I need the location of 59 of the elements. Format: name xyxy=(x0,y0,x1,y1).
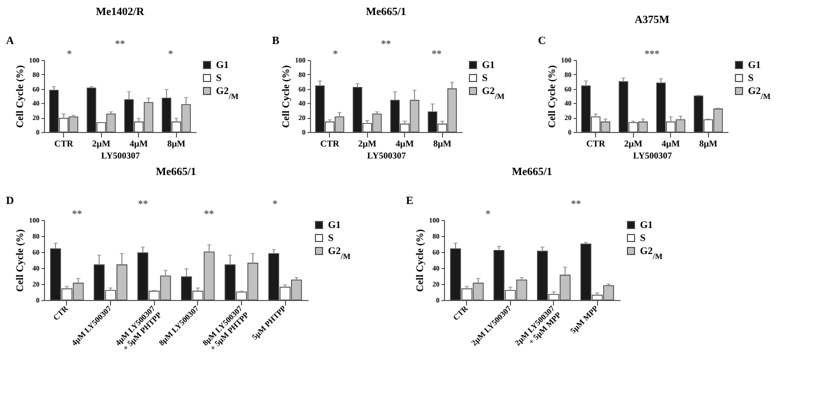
text: * xyxy=(168,49,174,60)
chart-title: Me665/1 xyxy=(156,166,196,178)
chart-title: Me1402/R xyxy=(96,6,146,18)
text: ** xyxy=(571,199,581,210)
x-tick-label: 4µM xyxy=(662,138,680,148)
legend-label: G1 xyxy=(640,220,653,231)
legend-label: G2$_{/M}$ xyxy=(216,86,240,100)
text: E xyxy=(406,195,414,207)
x-tick-label: CTR xyxy=(54,138,74,148)
text: *** xyxy=(644,49,660,60)
text: * xyxy=(486,209,490,220)
x-axis-title: LY500307 xyxy=(633,150,672,160)
chart-title: Me665/1 xyxy=(512,166,552,178)
legend-label: G1 xyxy=(482,60,495,71)
text: ** xyxy=(72,209,82,220)
x-tick-label: 4µM xyxy=(396,138,414,148)
legend-label: G2$_{/M}$ xyxy=(482,86,506,100)
x-tick-label: 8µM xyxy=(167,138,186,148)
legend-label: S xyxy=(482,73,488,84)
legend-label: G1 xyxy=(328,220,341,231)
text: * xyxy=(272,199,278,210)
text: ** xyxy=(204,209,214,220)
x-tick-label: 2µM xyxy=(358,138,377,148)
y-axis-title: Cell Cycle (%) xyxy=(15,229,26,292)
chart-title: Me665/1 xyxy=(366,6,406,18)
text: C xyxy=(538,35,546,47)
text: ** xyxy=(381,39,391,50)
legend-label: S xyxy=(640,233,646,244)
x-tick-label: CTR xyxy=(586,138,606,148)
text: ** xyxy=(432,49,442,60)
text: D xyxy=(6,195,14,207)
y-axis-title: Cell Cycle (%) xyxy=(281,65,292,128)
legend-label: G1 xyxy=(216,60,229,71)
x-tick-label: 2µM xyxy=(624,138,643,148)
legend-label: G2$_{/M}$ xyxy=(640,246,664,260)
legend-label: S xyxy=(328,233,334,244)
legend-label: G2$_{/M}$ xyxy=(748,86,772,100)
legend-label: G2$_{/M}$ xyxy=(328,246,352,260)
x-axis-title: LY500307 xyxy=(101,150,140,160)
text: ** xyxy=(138,199,148,210)
x-tick-label: 4µM xyxy=(130,138,148,148)
x-tick-label: 8µM xyxy=(433,138,452,148)
x-tick-label: 8µM xyxy=(699,138,718,148)
legend-label: S xyxy=(748,73,754,84)
text: B xyxy=(272,35,280,47)
x-tick-label: 2µM xyxy=(92,138,111,148)
chart-title: A375M xyxy=(634,14,670,26)
legend-label: G1 xyxy=(748,60,761,71)
text: ** xyxy=(115,39,125,50)
text: * xyxy=(332,49,338,60)
x-tick-label: CTR xyxy=(451,304,470,322)
x-tick-label: CTR xyxy=(320,138,340,148)
text: A xyxy=(6,35,14,47)
y-axis-title: Cell Cycle (%) xyxy=(15,65,26,128)
x-axis-title: LY500307 xyxy=(367,150,406,160)
text: * xyxy=(66,49,72,60)
y-axis-title: Cell Cycle (%) xyxy=(415,229,426,292)
legend-label: S xyxy=(216,73,222,84)
y-axis-title: Cell Cycle (%) xyxy=(547,65,558,128)
